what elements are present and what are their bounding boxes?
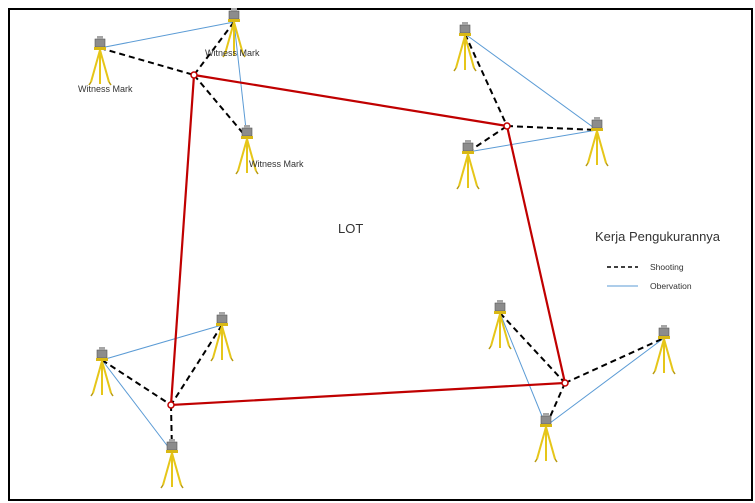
corner-marker [190, 71, 198, 79]
tripod-icon [160, 438, 184, 489]
witness-mark-label: Witness Mark [78, 84, 133, 94]
legend-observation-label: Obervation [650, 281, 692, 291]
tripod-stations [88, 7, 676, 489]
shooting-lines [99, 21, 665, 453]
tripod-icon [88, 35, 112, 86]
tripod-icon [90, 346, 114, 397]
tripod-icon [453, 21, 477, 72]
observation-lines [99, 21, 665, 453]
legend-title: Kerja Pengukurannya [595, 229, 721, 244]
lot-label: LOT [338, 221, 363, 236]
legend-shooting-label: Shooting [650, 262, 684, 272]
witness-mark-label: Witness Mark [249, 159, 304, 169]
corner-marker [503, 122, 511, 130]
lot-corner-markers [167, 71, 569, 409]
tripod-icon [456, 139, 480, 190]
legend: Kerja Pengukurannya Shooting Obervation [595, 229, 721, 291]
witness-mark-label: Witness Mark [205, 48, 260, 58]
diagram-frame [8, 8, 753, 501]
corner-marker [561, 379, 569, 387]
corner-marker [167, 401, 175, 409]
tripod-icon [652, 324, 676, 375]
tripod-icon [488, 299, 512, 350]
